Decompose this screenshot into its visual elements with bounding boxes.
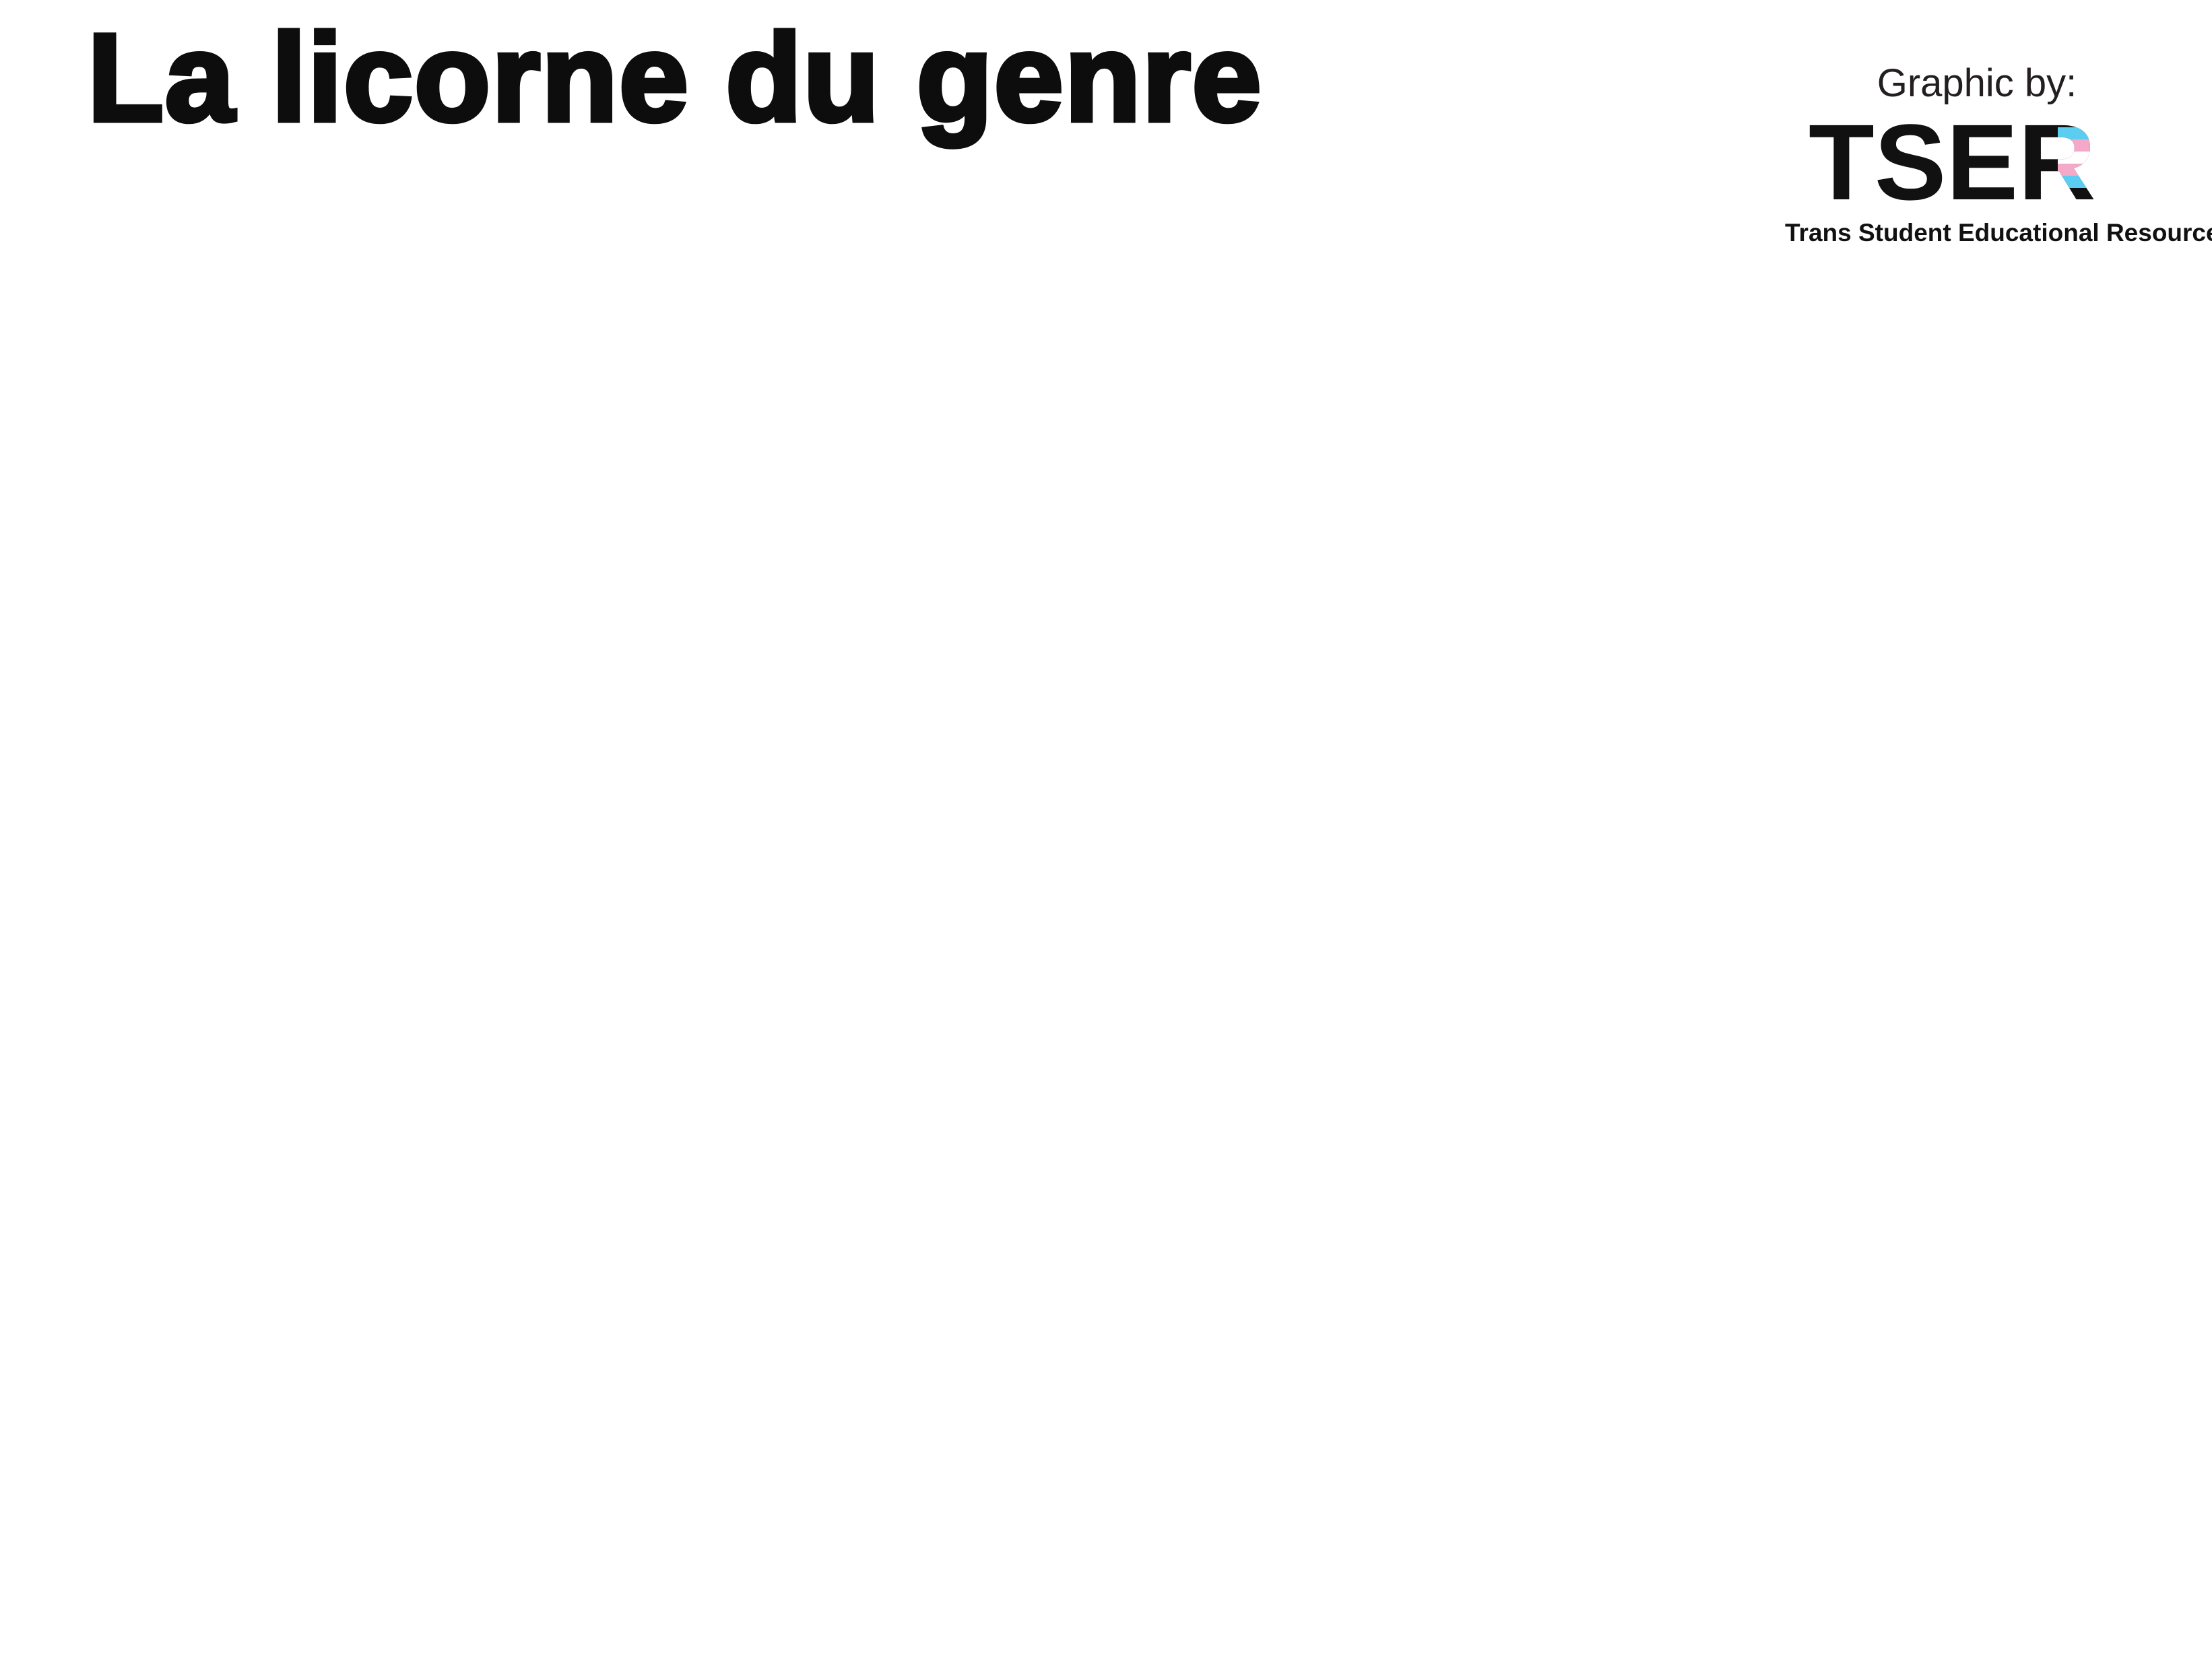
svg-text:TSER: TSER	[1809, 108, 2096, 220]
